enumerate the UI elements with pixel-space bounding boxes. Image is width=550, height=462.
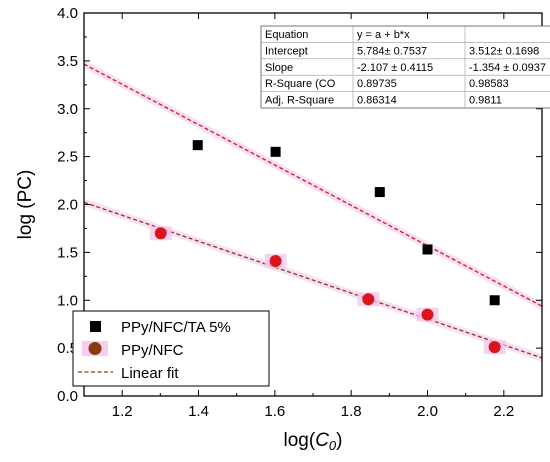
y-tick-label: 0.0 xyxy=(57,388,78,405)
fit-line-0 xyxy=(84,63,542,307)
x-axis-title-part-3: ) xyxy=(336,430,342,451)
data-point-circle xyxy=(269,254,282,267)
data-point-circle xyxy=(154,227,167,240)
stats-cell: 0.89735 xyxy=(357,78,397,90)
x-axis-title-part-2: 0 xyxy=(329,438,337,453)
data-point-square xyxy=(489,295,500,306)
y-tick-label: 3.5 xyxy=(57,53,78,70)
stats-cell: y = a + b*x xyxy=(357,29,410,41)
data-point-square xyxy=(422,244,433,255)
stats-cell: -1.354 ± 0.0937 xyxy=(469,62,546,74)
plot-area xyxy=(84,61,542,362)
stats-cell: -2.107 ± 0.4115 xyxy=(357,62,433,74)
legend-marker-circle xyxy=(88,342,102,355)
data-point-square xyxy=(192,140,203,151)
x-axis-title-part-0: log( xyxy=(284,430,316,451)
x-tick-label: 1.8 xyxy=(341,403,362,420)
legend-label: PPy/NFC xyxy=(121,342,184,359)
stats-cell: Intercept xyxy=(265,45,308,57)
stats-cell: 0.98583 xyxy=(469,78,509,90)
x-tick-label: 1.4 xyxy=(188,403,209,420)
stats-cell: 0.86314 xyxy=(357,95,397,107)
stats-cell: Slope xyxy=(265,62,293,74)
data-point-square xyxy=(270,146,281,157)
x-tick-label: 1.6 xyxy=(264,403,285,420)
y-tick-label: 2.5 xyxy=(57,149,78,166)
data-point-circle xyxy=(362,293,375,306)
stats-cell: Adj. R-Square xyxy=(265,95,334,107)
y-tick-label: 1.0 xyxy=(57,292,78,309)
y-tick-label: 1.5 xyxy=(57,244,78,261)
stats-cell: 0.9811 xyxy=(469,95,502,107)
data-point-circle xyxy=(488,341,501,354)
stats-cell: Equation xyxy=(265,29,308,41)
legend: PPy/NFC/TA 5% PPy/NFC Linear fit xyxy=(72,310,270,387)
legend-label: Linear fit xyxy=(121,365,179,382)
legend-marker-square xyxy=(90,321,101,332)
stats-cell: 3.512± 0.1698 xyxy=(469,45,539,57)
x-tick-label: 1.2 xyxy=(112,403,133,420)
x-tick-label: 2.0 xyxy=(417,403,438,420)
stats-cell: R-Square (CO xyxy=(265,78,336,90)
stats-table-box xyxy=(260,25,550,109)
data-point-square xyxy=(374,187,385,198)
y-tick-label: 3.0 xyxy=(57,101,78,118)
y-tick-label: 2.0 xyxy=(57,197,78,214)
axes: 1.2 1.4 1.6 1.8 2.0 2.20.00.51.01.52.02.53.03… xyxy=(15,5,543,453)
plot-clipped xyxy=(84,61,542,362)
x-tick-label: 2.2 xyxy=(493,403,514,420)
y-axis-title: log (PC) xyxy=(15,170,36,240)
stats-table: Equation y = a + b*x Intercept 5.784± 0.753… xyxy=(260,25,550,109)
legend-label: PPy/NFC/TA 5% xyxy=(121,319,231,336)
x-axis-title: log(C0) xyxy=(284,430,343,453)
data-point-circle xyxy=(421,308,434,321)
stats-cell: 5.784± 0.7537 xyxy=(357,45,427,57)
y-tick-label: 4.0 xyxy=(57,5,78,22)
x-axis-title-part-1: C xyxy=(315,430,329,451)
